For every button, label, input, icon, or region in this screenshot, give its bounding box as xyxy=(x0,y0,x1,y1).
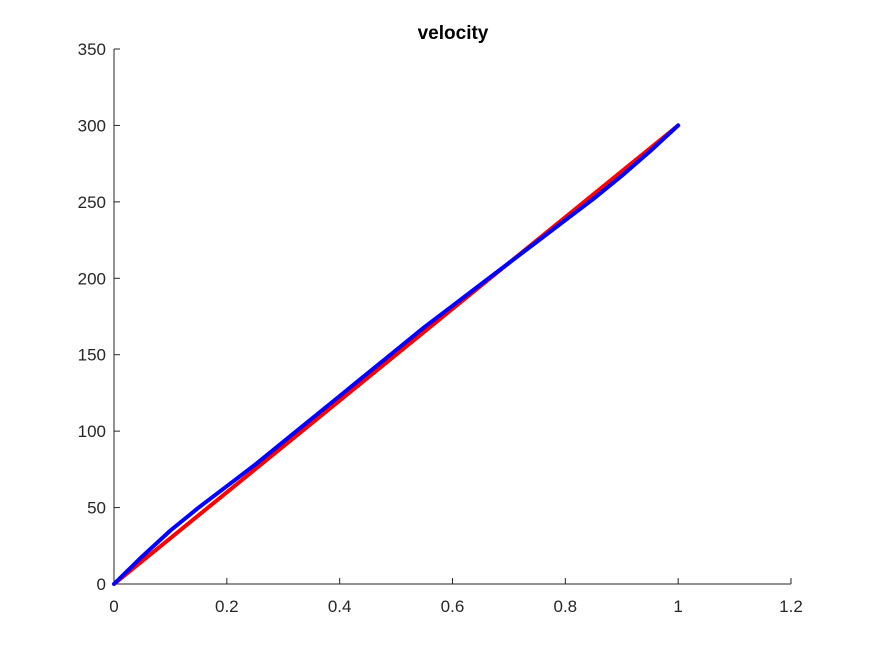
y-tick-label: 150 xyxy=(78,346,106,365)
series-line-red xyxy=(112,123,681,586)
x-tick-label: 0.2 xyxy=(215,597,239,616)
y-tick-label: 250 xyxy=(78,193,106,212)
y-tick-label: 100 xyxy=(78,422,106,441)
x-tick-label: 1 xyxy=(673,597,682,616)
x-tick-label: 0 xyxy=(109,597,118,616)
x-tick-label: 0.4 xyxy=(328,597,352,616)
x-tick-label: 0.6 xyxy=(441,597,465,616)
axes: 0 0.2 0.4 0.6 0.8 1 1.2 0 50 100 150 200 250 300 350 xyxy=(78,40,803,616)
y-tick-label: 200 xyxy=(78,269,106,288)
y-tick-label: 0 xyxy=(97,575,106,594)
y-tick-label: 50 xyxy=(87,499,106,518)
y-tick-label: 350 xyxy=(78,40,106,59)
x-tick-label: 1.2 xyxy=(779,597,803,616)
y-tick-label: 300 xyxy=(78,116,106,135)
x-tick-label: 0.8 xyxy=(554,597,578,616)
chart-title: velocity xyxy=(418,23,489,44)
series-layer xyxy=(112,123,681,586)
series-line-blue xyxy=(112,123,681,586)
